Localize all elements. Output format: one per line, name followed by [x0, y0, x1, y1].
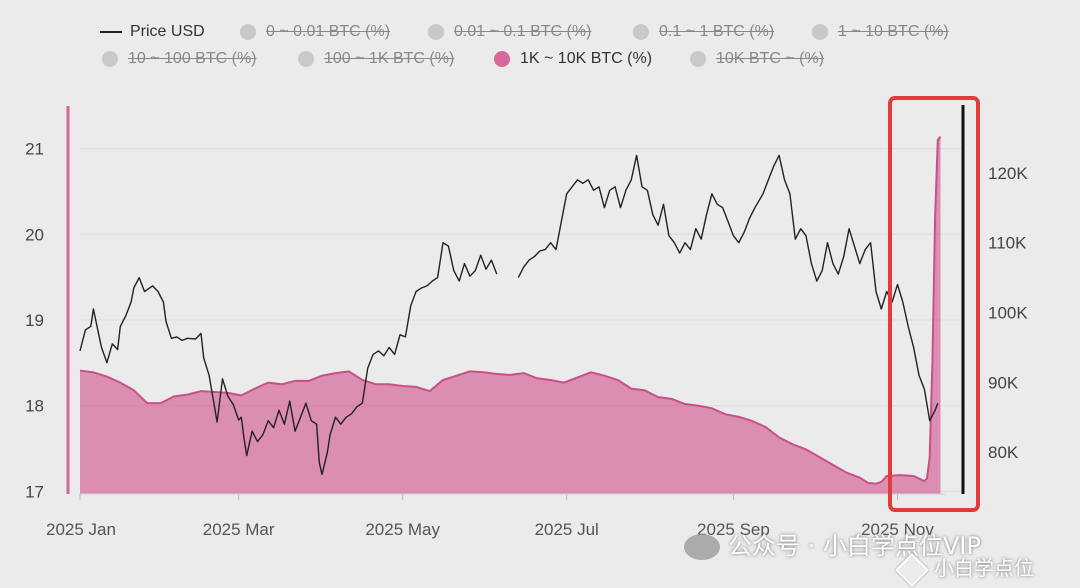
y-left-tick-label: 19 [25, 311, 44, 330]
legend-label: 10 ~ 100 BTC (%) [128, 50, 257, 67]
area-1k-10k-btc-edge [79, 135, 942, 485]
legend-dot-marker [298, 51, 314, 67]
legend-dot-marker [494, 51, 510, 67]
y-right-tick-label: 110K [988, 234, 1027, 253]
chart-legend: Price USD 0 ~ 0.01 BTC (%) 0.01 ~ 0.1 BTC … [0, 16, 1080, 76]
x-tick-label: 2025 Mar [203, 520, 275, 539]
legend-dot-marker [690, 51, 706, 67]
legend-item[interactable]: 10K BTC ~ (%) [690, 49, 824, 69]
legend-dot-marker [633, 24, 649, 40]
watermark-brand: 小白学点位 [895, 552, 1034, 587]
legend-label: 100 ~ 1K BTC (%) [324, 50, 455, 67]
y-right-tick-label: 90K [988, 373, 1019, 392]
legend-item[interactable]: 100 ~ 1K BTC (%) [298, 49, 454, 69]
legend-item[interactable]: 1 ~ 10 BTC (%) [812, 22, 949, 42]
x-tick-label: 2025 Nov [861, 520, 934, 539]
watermark-text-2: 小白学点位 [934, 556, 1034, 580]
legend-item[interactable]: 0.01 ~ 0.1 BTC (%) [428, 22, 591, 42]
x-tick-label: 2025 Jul [535, 520, 599, 539]
y-left-tick-label: 17 [25, 482, 44, 501]
y-right-tick-label: 100K [988, 303, 1028, 322]
area-1k-10k-btc [80, 136, 941, 494]
y-left-tick-label: 21 [25, 140, 44, 159]
legend-dot-marker [240, 24, 256, 40]
legend-label: 1K ~ 10K BTC (%) [520, 50, 653, 67]
legend-item[interactable]: 1K ~ 10K BTC (%) [494, 49, 652, 69]
legend-dot-marker [428, 24, 444, 40]
y-left-tick-label: 20 [25, 225, 44, 244]
watermark-text-1: 公众号 · 小白学点位VIP [728, 532, 981, 560]
legend-item[interactable]: 0 ~ 0.01 BTC (%) [240, 22, 390, 42]
legend-dot-marker [102, 51, 118, 67]
legend-label: 0.01 ~ 0.1 BTC (%) [454, 23, 592, 40]
x-tick-label: 2025 May [365, 520, 440, 539]
legend-item[interactable]: 0.1 ~ 1 BTC (%) [633, 22, 774, 42]
x-tick-label: 2025 Jan [46, 520, 116, 539]
legend-label: 0.1 ~ 1 BTC (%) [659, 23, 775, 40]
legend-label: Price USD [130, 23, 205, 40]
highlight-box [888, 96, 980, 512]
watermark-wechat: 公众号 · 小白学点位VIP [684, 526, 981, 561]
legend-label: 1 ~ 10 BTC (%) [838, 23, 949, 40]
y-left-tick-label: 18 [25, 397, 44, 416]
wechat-icon [684, 534, 720, 560]
x-tick-label: 2025 Sep [697, 520, 770, 539]
price-usd-line [79, 154, 939, 476]
y-right-tick-label: 120K [988, 164, 1028, 183]
legend-item[interactable]: 10 ~ 100 BTC (%) [102, 49, 257, 69]
legend-dot-marker [812, 24, 828, 40]
legend-item[interactable]: Price USD [100, 22, 205, 42]
legend-label: 0 ~ 0.01 BTC (%) [266, 23, 391, 40]
legend-line-marker [100, 31, 122, 33]
y-right-tick-label: 80K [988, 443, 1019, 462]
legend-label: 10K BTC ~ (%) [716, 50, 825, 67]
brand-icon [895, 552, 929, 587]
